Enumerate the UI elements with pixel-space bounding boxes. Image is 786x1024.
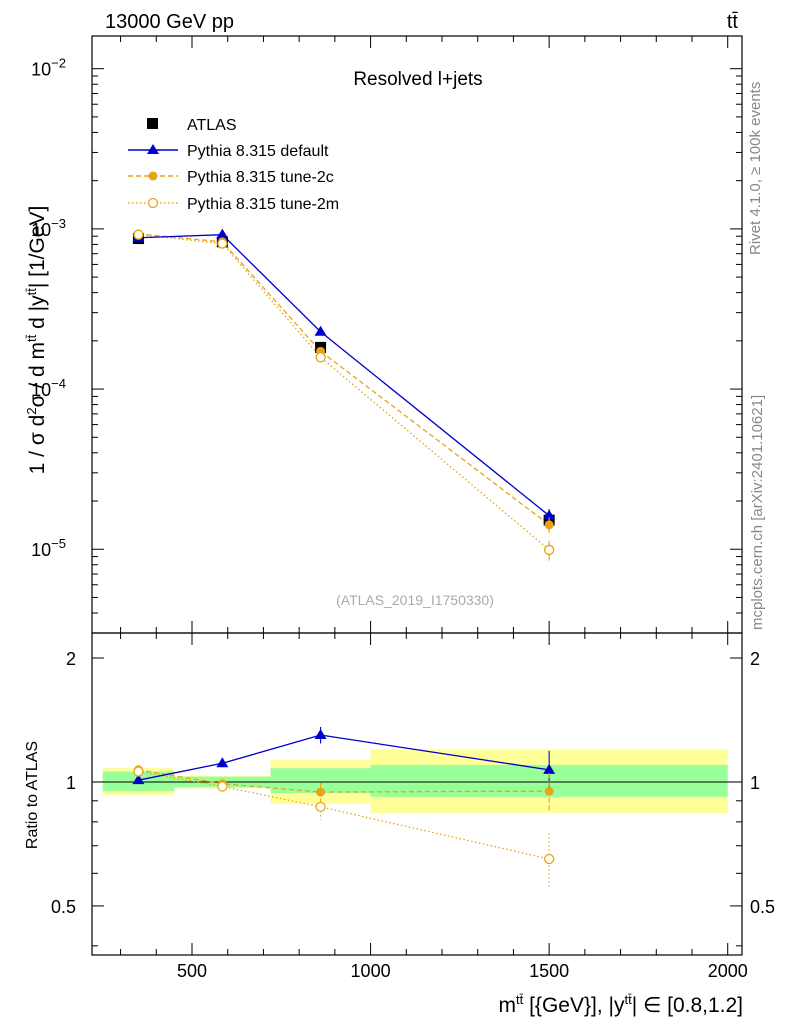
ratio-tune2m-point xyxy=(133,766,144,777)
ratio-tune2c-point xyxy=(316,787,326,797)
x-tick-label: 1000 xyxy=(351,961,391,981)
main-axis-ticks: 10−5 10−4 10−3 10−2 xyxy=(31,36,742,634)
legend-atlas-label: ATLAS xyxy=(187,117,237,134)
default-point xyxy=(216,228,229,239)
main-ylabel: 1 / σ d2σ / d mtt̄ d |ytt̄| [1/GeV] xyxy=(24,206,49,475)
tune2m-point xyxy=(543,544,555,556)
ratio-series-line-1 xyxy=(138,769,550,793)
ratio-y-tick-label: 2 xyxy=(66,649,76,669)
analysis-watermark: (ATLAS_2019_I1750330) xyxy=(336,592,494,608)
legend-tune2c-marker xyxy=(148,171,158,181)
ratio-default-point xyxy=(132,774,145,785)
x-tick-label: 2000 xyxy=(708,961,748,981)
main-title: Resolved l+jets xyxy=(353,69,482,90)
ratio-data-layer xyxy=(132,726,556,889)
ratio-tune2m-point xyxy=(543,853,555,865)
legend: ATLAS Pythia 8.315 default Pythia 8.315 … xyxy=(128,117,339,213)
main-y-tick-label: 10−5 xyxy=(31,536,66,560)
legend-tune2m-marker xyxy=(147,197,159,209)
default-point xyxy=(543,509,556,520)
tune2m-point xyxy=(133,229,144,240)
main-data-layer xyxy=(132,228,556,561)
ratio-y-tick-label-right: 0.5 xyxy=(750,897,775,917)
default-point xyxy=(314,325,327,336)
xlabel: mtt̄ [{GeV}], |ytt̄| ∈ [0.8,1.2] xyxy=(499,992,743,1017)
ratio-tune2m-point xyxy=(217,781,228,792)
legend-default-label: Pythia 8.315 default xyxy=(187,143,329,160)
ratio-axis-ticks: 0.5 0.5 1 1 2 2 500 1000 1500 2000 xyxy=(51,633,775,981)
main-y-tick-label: 10−4 xyxy=(31,376,66,400)
legend-atlas-marker xyxy=(147,118,158,129)
legend-tune2c-label: Pythia 8.315 tune-2c xyxy=(187,169,334,186)
ratio-tune2m-point xyxy=(315,801,326,813)
ratio-y-tick-label-right: 1 xyxy=(750,773,760,793)
series-line-3 xyxy=(138,234,550,551)
ratio-tune2c-point xyxy=(544,786,554,796)
header-left-label: 13000 GeV pp xyxy=(105,11,234,33)
legend-default-marker xyxy=(147,144,159,154)
header-right-label: tt̄ xyxy=(727,11,739,33)
tune2c-point xyxy=(544,520,554,530)
mcplots-label: mcplots.cern.ch [arXiv:2401.10621] xyxy=(749,395,766,630)
rivet-version-label: Rivet 4.1.0, ≥ 100k events xyxy=(747,82,764,255)
x-tick-label: 500 xyxy=(177,961,207,981)
main-y-tick-label: 10−3 xyxy=(31,216,66,240)
x-tick-label: 1500 xyxy=(529,961,569,981)
legend-tune2m-label: Pythia 8.315 tune-2m xyxy=(187,196,339,213)
series-line-1 xyxy=(138,234,550,517)
ratio-y-tick-label: 0.5 xyxy=(51,897,76,917)
tune2m-point xyxy=(315,352,326,363)
ratio-y-tick-label: 1 xyxy=(66,773,76,793)
ratio-uncertainty-bands xyxy=(92,749,742,814)
ratio-series-line-0 xyxy=(138,734,550,781)
ratio-y-tick-label-right: 2 xyxy=(750,649,760,669)
ratio-default-point xyxy=(216,757,229,768)
ratio-ylabel: Ratio to ATLAS xyxy=(24,741,41,849)
series-line-2 xyxy=(138,233,550,526)
ratio-panel-frame xyxy=(91,632,743,956)
ratio-default-point xyxy=(543,763,556,774)
ratio-default-point xyxy=(314,729,327,740)
main-y-tick-label: 10−2 xyxy=(31,56,66,80)
tune2m-point xyxy=(217,238,228,249)
